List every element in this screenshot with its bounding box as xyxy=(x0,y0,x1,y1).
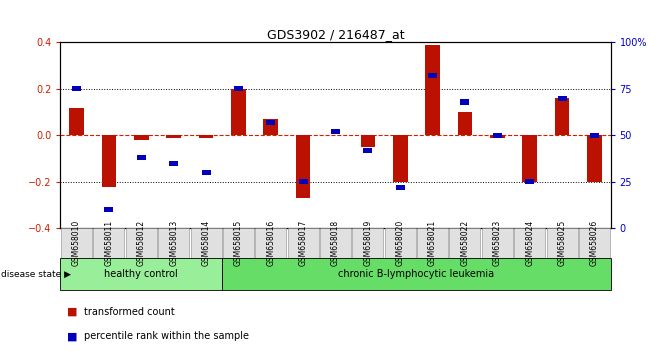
Text: GSM658020: GSM658020 xyxy=(396,220,405,267)
Text: GSM658016: GSM658016 xyxy=(266,220,275,267)
Bar xyxy=(231,89,246,136)
Text: GSM658014: GSM658014 xyxy=(201,220,211,267)
Text: GSM658011: GSM658011 xyxy=(105,220,113,267)
Bar xyxy=(523,136,537,182)
Text: GSM658017: GSM658017 xyxy=(299,220,307,267)
Text: GSM658010: GSM658010 xyxy=(72,220,81,267)
Text: ■: ■ xyxy=(67,307,78,316)
Bar xyxy=(360,136,375,147)
Bar xyxy=(134,136,148,140)
Bar xyxy=(296,136,311,198)
Text: GSM658026: GSM658026 xyxy=(590,220,599,267)
Text: percentile rank within the sample: percentile rank within the sample xyxy=(84,331,249,341)
Bar xyxy=(264,119,278,136)
Bar xyxy=(102,136,116,187)
Text: healthy control: healthy control xyxy=(105,269,178,279)
Text: GSM658015: GSM658015 xyxy=(234,220,243,267)
Bar xyxy=(558,96,566,101)
Text: GSM658024: GSM658024 xyxy=(525,220,534,267)
Bar xyxy=(587,136,602,182)
Text: ■: ■ xyxy=(67,331,78,341)
Text: GSM658013: GSM658013 xyxy=(169,220,178,267)
Bar xyxy=(525,179,534,184)
Bar xyxy=(266,120,275,125)
Bar xyxy=(72,86,81,91)
Bar xyxy=(555,98,570,136)
Bar xyxy=(199,136,213,138)
Bar xyxy=(493,133,502,138)
Bar xyxy=(137,155,146,160)
Text: GSM658019: GSM658019 xyxy=(364,220,372,267)
Bar xyxy=(425,45,440,136)
Text: disease state ▶: disease state ▶ xyxy=(1,270,70,279)
Bar xyxy=(105,207,113,212)
Text: GSM658012: GSM658012 xyxy=(137,220,146,267)
Bar xyxy=(396,185,405,190)
Text: transformed count: transformed count xyxy=(84,307,174,316)
Bar xyxy=(166,136,181,138)
Bar xyxy=(393,136,407,182)
Bar xyxy=(169,161,178,166)
Text: GSM658018: GSM658018 xyxy=(331,220,340,267)
Text: GSM658025: GSM658025 xyxy=(558,220,566,267)
Bar xyxy=(299,179,308,184)
Text: GSM658022: GSM658022 xyxy=(460,220,470,267)
Bar xyxy=(201,170,211,175)
Bar xyxy=(331,129,340,134)
Text: chronic B-lymphocytic leukemia: chronic B-lymphocytic leukemia xyxy=(338,269,495,279)
Text: GSM658023: GSM658023 xyxy=(493,220,502,267)
Text: GSM658021: GSM658021 xyxy=(428,220,437,267)
Bar xyxy=(460,99,470,104)
Bar xyxy=(458,112,472,136)
Title: GDS3902 / 216487_at: GDS3902 / 216487_at xyxy=(266,28,405,41)
Bar xyxy=(363,148,372,153)
Bar xyxy=(490,136,505,138)
Bar xyxy=(428,73,437,79)
Bar xyxy=(234,86,243,91)
Bar xyxy=(590,133,599,138)
Bar xyxy=(69,108,84,136)
